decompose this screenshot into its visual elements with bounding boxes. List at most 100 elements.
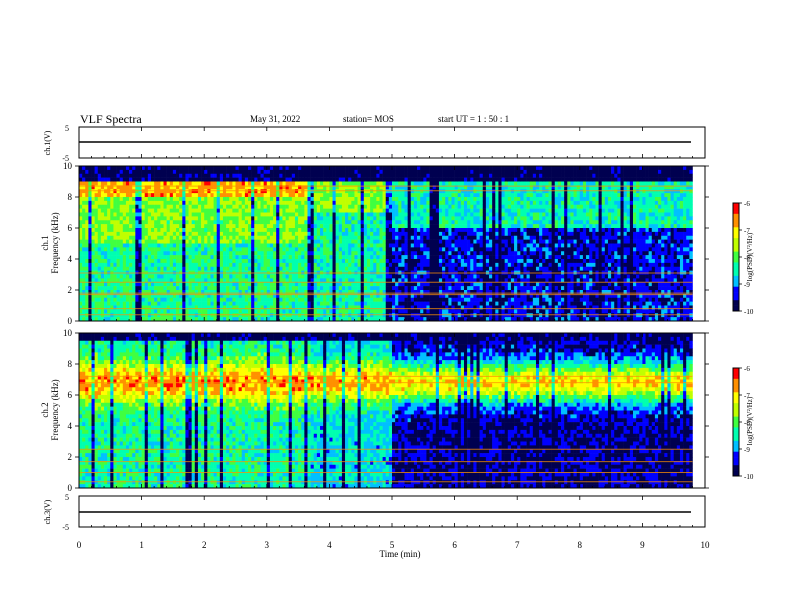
spectrogram-cell: [398, 266, 402, 271]
spectrogram-cell: [91, 220, 95, 225]
spectrogram-cell: [191, 297, 196, 302]
spectrogram-cell: [451, 262, 455, 268]
spectrogram-cell: [304, 220, 308, 225]
spectrogram-cell: [141, 208, 146, 213]
spectrogram-cell: [282, 231, 286, 237]
spectrogram-cell: [417, 177, 421, 182]
spectrogram-cell: [110, 235, 114, 240]
spectrogram-cell: [332, 239, 336, 244]
spectrogram-cell: [298, 204, 302, 209]
spectrogram-cell: [395, 216, 399, 221]
spectrogram-cell: [326, 255, 330, 260]
spectrogram-cell: [138, 166, 142, 171]
spectrogram-cell: [335, 266, 340, 271]
spectrogram-cell: [172, 313, 177, 318]
spectrogram-cell: [398, 224, 402, 229]
spectrogram-cell: [382, 173, 387, 178]
spectrogram-cell: [260, 297, 264, 302]
spectrogram-cell: [248, 208, 252, 213]
spectrogram-cell: [216, 255, 221, 260]
spectrogram-cell: [85, 185, 89, 190]
spectrogram-cell: [100, 197, 105, 202]
spectrogram-cell: [160, 216, 164, 221]
spectrogram-cell: [354, 224, 358, 229]
spectrogram-cell: [417, 228, 421, 233]
spectrogram-cell: [172, 166, 177, 171]
spectrogram-cell: [454, 212, 459, 217]
spectrogram-cell: [248, 251, 252, 256]
spectrogram-cell: [294, 278, 299, 283]
spectrogram-cell: [354, 235, 358, 240]
spectrogram-cell: [226, 282, 230, 287]
spectrogram-cell: [104, 208, 108, 213]
spectrogram-cell: [404, 309, 408, 314]
spectrogram-cell: [260, 290, 264, 295]
spectrogram-cell: [445, 169, 449, 175]
spectrogram-cell: [235, 262, 239, 268]
spectrogram-cell: [294, 185, 299, 190]
spectrogram-cell: [360, 317, 365, 322]
spectrogram-cell: [429, 231, 433, 237]
spectrogram-cell: [129, 212, 133, 217]
spectrogram-cell: [116, 173, 120, 178]
spectrogram-cell: [379, 204, 383, 209]
spectrogram-cell: [129, 290, 133, 295]
spectrogram-cell: [273, 243, 277, 248]
spectrogram-cell: [454, 239, 459, 244]
spectrogram-cell: [429, 166, 433, 171]
spectrogram-cell: [301, 243, 305, 248]
spectrogram-cell: [176, 181, 180, 186]
spectrogram-cell: [363, 317, 368, 322]
spectrogram-cell: [147, 247, 152, 252]
spectrogram-cell: [166, 251, 171, 256]
spectrogram-cell: [88, 262, 92, 268]
spectrogram-cell: [244, 286, 249, 291]
spectrogram-cell: [335, 173, 340, 178]
spectrogram-cell: [194, 286, 199, 291]
spectrogram-cell: [254, 193, 258, 198]
spectrogram-cell: [463, 266, 468, 271]
spectrogram-cell: [91, 212, 95, 217]
spectrogram-cell: [442, 189, 446, 194]
spectrogram-cell: [410, 305, 415, 310]
spectrogram-cell: [307, 301, 311, 306]
spectrogram-cell: [335, 247, 340, 252]
spectrogram-cell: [160, 301, 164, 306]
spectrogram-cell: [269, 169, 274, 175]
spectrogram-cell: [241, 173, 246, 178]
spectrogram-cell: [169, 239, 174, 244]
spectrogram-cell: [172, 173, 177, 178]
spectrogram-cell: [107, 297, 111, 302]
spectrogram-cell: [451, 266, 455, 271]
spectrogram-cell: [329, 185, 333, 190]
spectrogram-cell: [307, 224, 311, 229]
spectrogram-cell: [326, 235, 330, 240]
spectrogram-cell: [107, 224, 111, 229]
spectrogram-cell: [238, 309, 243, 314]
spectrogram-cell: [338, 231, 343, 237]
spectrogram-cell: [166, 231, 171, 237]
spectrogram-cell: [454, 301, 459, 306]
spectrogram-cell: [301, 224, 305, 229]
spectrogram-cell: [160, 200, 164, 206]
spectrogram-cell: [442, 173, 446, 178]
spectrogram-cell: [282, 293, 286, 299]
spectrogram-cell: [266, 181, 271, 186]
spectrogram-cell: [395, 262, 399, 268]
spectrogram-cell: [107, 262, 111, 268]
spectrogram-cell: [213, 243, 218, 248]
spectrogram-cell: [166, 297, 171, 302]
spectrogram-cell: [135, 193, 139, 198]
spectrogram-cell: [113, 309, 117, 314]
spectrogram-cell: [235, 282, 239, 287]
spectrogram-cell: [276, 173, 280, 178]
spectrogram-cell: [135, 317, 139, 322]
spectrogram-cell: [226, 235, 230, 240]
spectrogram-cell: [345, 177, 349, 182]
spectrogram-cell: [110, 301, 114, 306]
spectrogram-cell: [451, 243, 455, 248]
spectrogram-cell: [426, 290, 430, 295]
spectrogram-cell: [357, 169, 361, 175]
spectrogram-cell: [370, 200, 374, 206]
spectrogram-cell: [132, 297, 136, 302]
